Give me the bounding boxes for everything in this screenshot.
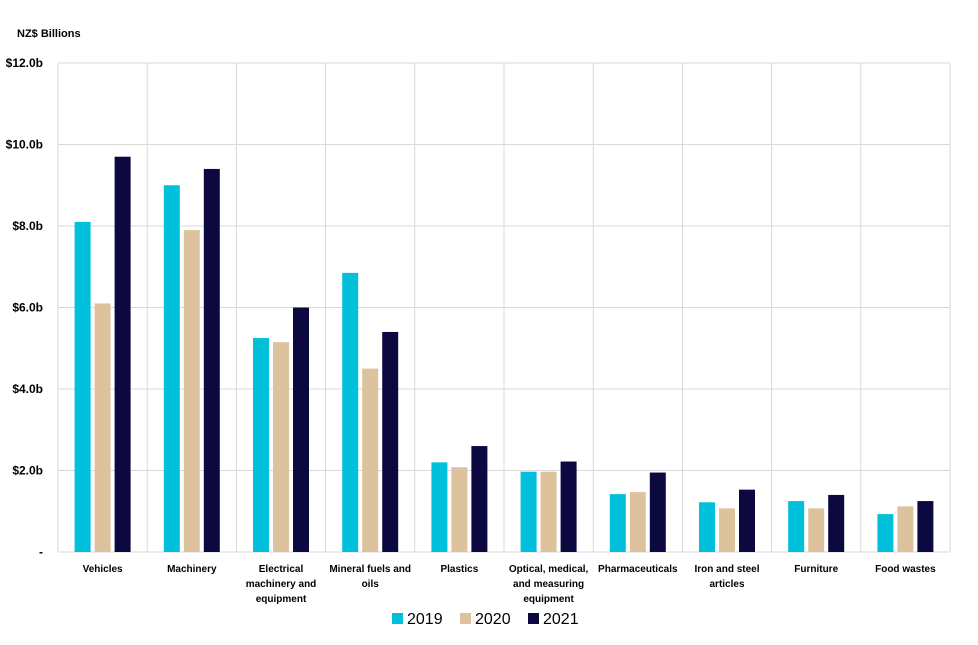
y-tick-label: $6.0b <box>12 301 43 315</box>
bar-2019 <box>253 338 269 552</box>
bar-2020 <box>719 508 735 552</box>
bar-2021 <box>382 331 399 552</box>
y-tick-label: - <box>39 545 43 559</box>
bar-2020 <box>540 471 557 552</box>
y-tick-label: $4.0b <box>12 382 43 396</box>
y-tick-label: $2.0b <box>12 464 43 478</box>
bar-2020 <box>273 342 289 552</box>
x-tick-label: Mineral fuels and oils <box>329 564 411 590</box>
bar-2020 <box>897 506 914 552</box>
y-tick-label: $10.0b <box>6 138 43 152</box>
bar-2019 <box>520 471 537 552</box>
bar-2021 <box>917 501 934 552</box>
x-tick-label: Vehicles <box>83 564 123 575</box>
legend-label-2019: 2019 <box>407 611 443 628</box>
bar-2019 <box>877 514 894 552</box>
bar-2020 <box>362 368 379 552</box>
legend-label-2020: 2020 <box>475 611 511 628</box>
bar-2019 <box>788 501 805 552</box>
bar-2021 <box>739 489 755 552</box>
legend-swatch-2019 <box>392 613 403 624</box>
bar-2021 <box>114 156 131 552</box>
legend-swatch-2021 <box>528 613 539 624</box>
bar-2020 <box>183 230 200 552</box>
y-tick-label: $12.0b <box>6 56 43 70</box>
bar-2019 <box>163 185 180 552</box>
bar-2019 <box>342 272 359 552</box>
x-tick-label: Food wastes <box>875 564 936 575</box>
x-tick-label: Optical, medical, and measuring equipment <box>509 564 589 605</box>
x-tick-label: Machinery <box>167 564 217 575</box>
legend: 2019 2020 2021 <box>392 611 579 628</box>
bar-2020 <box>451 467 468 552</box>
x-tick-label: Pharmaceuticals <box>598 564 678 575</box>
bar-2019 <box>699 502 715 552</box>
bar-2020 <box>94 303 111 552</box>
bar-2021 <box>560 461 577 552</box>
x-tick-label: Electrical machinery and equipment <box>246 564 317 605</box>
bar-2019 <box>431 462 448 552</box>
x-axis-ticks: Vehicles Machinery Electrical machinery and… <box>83 564 937 605</box>
y-tick-label: $8.0b <box>12 219 43 233</box>
gridlines <box>57 62 951 553</box>
bar-2021 <box>471 446 488 552</box>
bar-2021 <box>649 472 666 552</box>
bar-2021 <box>203 168 220 552</box>
legend-swatch-2020 <box>460 613 471 624</box>
y-axis-ticks: - $2.0b $4.0b $6.0b $8.0b $10.0b $12.0b <box>6 56 43 559</box>
bar-2021 <box>293 307 309 552</box>
bar-2020 <box>808 508 825 552</box>
bar-2019 <box>74 221 91 553</box>
unit-label: NZ$ Billions <box>17 28 81 40</box>
bar-2021 <box>828 494 845 552</box>
x-tick-label: Iron and steel articles <box>694 564 759 590</box>
bars <box>74 156 934 553</box>
bar-2019 <box>609 494 626 552</box>
bar-2020 <box>629 492 646 552</box>
legend-label-2021: 2021 <box>543 611 579 628</box>
x-tick-label: Plastics <box>440 564 478 575</box>
x-tick-label: Furniture <box>794 564 838 575</box>
